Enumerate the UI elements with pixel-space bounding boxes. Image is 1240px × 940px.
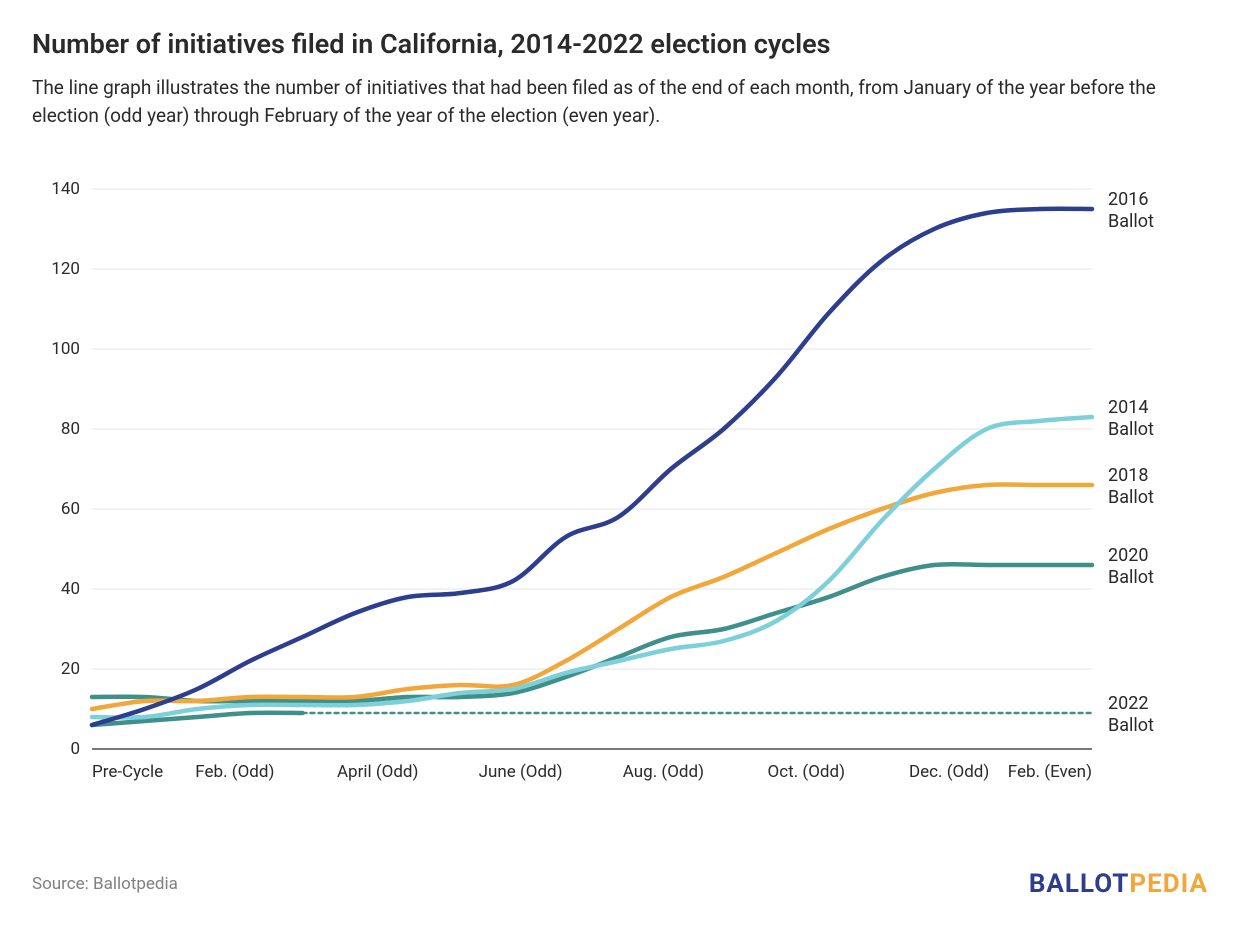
svg-text:2020: 2020 — [1108, 545, 1148, 566]
svg-text:Ballot: Ballot — [1108, 567, 1154, 588]
svg-text:Pre-Cycle: Pre-Cycle — [92, 762, 163, 782]
svg-text:April (Odd): April (Odd) — [337, 762, 419, 782]
chart-subtitle: The line graph illustrates the number of… — [32, 74, 1172, 129]
svg-text:40: 40 — [61, 579, 80, 599]
svg-text:Ballot: Ballot — [1108, 419, 1154, 440]
svg-text:2014: 2014 — [1108, 397, 1148, 418]
svg-text:Feb. (Odd): Feb. (Odd) — [195, 762, 274, 782]
chart-title: Number of initiatives filed in Californi… — [32, 28, 1208, 60]
chart-area: 0 20 40 60 80 100 120 140 Pre-Cycle Feb. (Odd) Apr… — [32, 159, 1208, 809]
svg-text:80: 80 — [61, 419, 80, 439]
logo-part2: PEDIA — [1129, 869, 1208, 899]
svg-text:2022: 2022 — [1108, 693, 1148, 714]
svg-text:Ballot: Ballot — [1108, 715, 1154, 736]
logo-part1: BALLOT — [1029, 869, 1130, 899]
svg-text:2016: 2016 — [1108, 189, 1148, 210]
chart-footer: Source: Ballotpedia BALLOTPEDIA — [32, 869, 1208, 899]
svg-text:Aug. (Odd): Aug. (Odd) — [623, 762, 704, 782]
svg-text:2018: 2018 — [1108, 465, 1148, 486]
svg-text:Ballot: Ballot — [1108, 487, 1154, 508]
svg-text:120: 120 — [51, 259, 80, 279]
svg-text:Feb. (Even): Feb. (Even) — [1008, 762, 1092, 782]
svg-text:Dec. (Odd): Dec. (Odd) — [909, 762, 989, 782]
source-label: Source: Ballotpedia — [32, 874, 178, 894]
svg-text:60: 60 — [61, 499, 80, 519]
svg-text:100: 100 — [51, 339, 80, 359]
svg-text:Oct. (Odd): Oct. (Odd) — [768, 762, 845, 782]
line-chart-svg: 0 20 40 60 80 100 120 140 Pre-Cycle Feb. (Odd) Apr… — [32, 159, 1208, 809]
svg-text:0: 0 — [70, 739, 80, 759]
ballotpedia-logo: BALLOTPEDIA — [1029, 869, 1208, 899]
svg-text:Ballot: Ballot — [1108, 211, 1154, 232]
svg-text:20: 20 — [61, 659, 80, 679]
svg-text:June (Odd): June (Odd) — [479, 762, 563, 782]
svg-text:140: 140 — [51, 179, 80, 199]
